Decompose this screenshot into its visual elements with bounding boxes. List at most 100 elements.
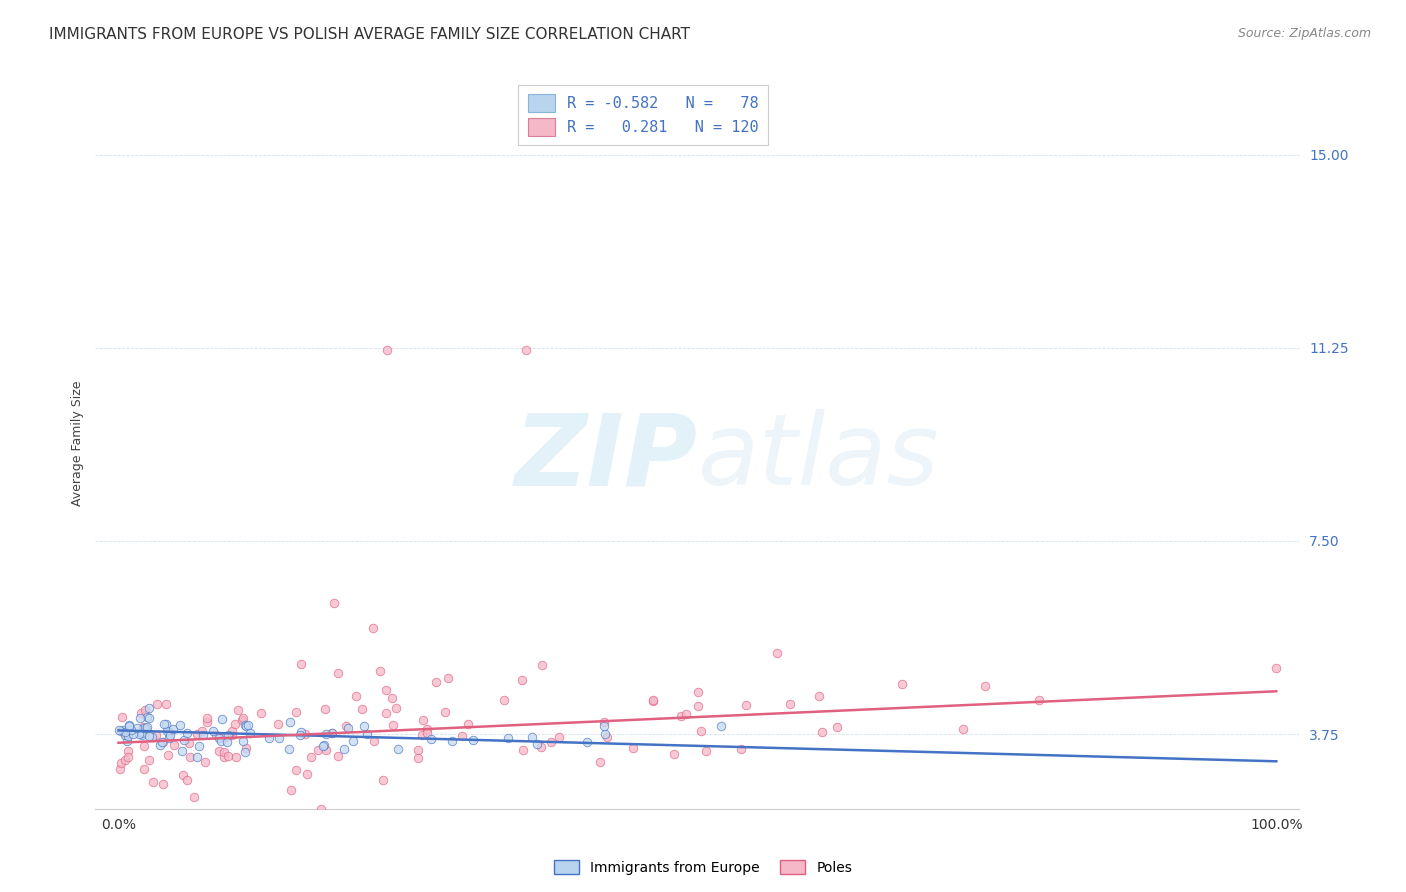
Point	[315, 743, 337, 757]
Point	[952, 722, 974, 736]
Point	[411, 728, 433, 742]
Point	[675, 707, 697, 722]
Point	[232, 711, 254, 725]
Point	[314, 702, 336, 716]
Point	[132, 763, 155, 777]
Y-axis label: Average Family Size: Average Family Size	[72, 380, 84, 506]
Point	[515, 343, 537, 358]
Point	[186, 749, 208, 764]
Point	[891, 677, 914, 691]
Point	[110, 724, 132, 739]
Point	[641, 692, 664, 706]
Point	[228, 703, 250, 717]
Point	[321, 726, 343, 740]
Point	[135, 710, 157, 724]
Point	[157, 731, 180, 746]
Point	[108, 723, 131, 737]
Point	[145, 728, 167, 742]
Point	[125, 721, 148, 735]
Point	[183, 789, 205, 804]
Text: atlas: atlas	[697, 409, 939, 506]
Point	[224, 717, 246, 731]
Point	[152, 735, 174, 749]
Point	[492, 692, 515, 706]
Point	[361, 622, 384, 636]
Point	[294, 727, 316, 741]
Point	[425, 675, 447, 690]
Point	[548, 730, 571, 744]
Point	[146, 697, 169, 711]
Point	[172, 768, 194, 782]
Point	[326, 665, 349, 680]
Point	[238, 718, 260, 732]
Point	[371, 773, 394, 788]
Point	[496, 731, 519, 746]
Point	[285, 763, 308, 777]
Point	[211, 712, 233, 726]
Point	[363, 734, 385, 748]
Point	[309, 802, 332, 816]
Point	[575, 735, 598, 749]
Point	[592, 714, 614, 729]
Point	[337, 721, 360, 735]
Point	[152, 735, 174, 749]
Point	[278, 742, 301, 756]
Point	[128, 711, 150, 725]
Point	[225, 750, 247, 764]
Point	[209, 733, 232, 747]
Point	[621, 741, 644, 756]
Point	[157, 747, 180, 762]
Point	[315, 727, 337, 741]
Point	[155, 717, 177, 731]
Point	[233, 745, 256, 759]
Point	[114, 725, 136, 739]
Point	[710, 719, 733, 733]
Point	[134, 704, 156, 718]
Point	[335, 719, 357, 733]
Point	[810, 725, 832, 739]
Point	[217, 735, 239, 749]
Point	[195, 714, 218, 729]
Point	[169, 718, 191, 732]
Point	[208, 744, 231, 758]
Point	[290, 725, 312, 739]
Point	[766, 646, 789, 660]
Point	[114, 753, 136, 767]
Point	[138, 710, 160, 724]
Point	[132, 720, 155, 734]
Point	[408, 751, 430, 765]
Point	[451, 729, 474, 743]
Point	[512, 743, 534, 757]
Point	[686, 685, 709, 699]
Point	[416, 723, 439, 737]
Point	[779, 697, 801, 711]
Point	[176, 725, 198, 739]
Point	[288, 728, 311, 742]
Point	[221, 728, 243, 742]
Point	[195, 711, 218, 725]
Point	[118, 719, 141, 733]
Point	[433, 705, 456, 719]
Point	[342, 734, 364, 748]
Point	[356, 727, 378, 741]
Point	[295, 767, 318, 781]
Point	[461, 733, 484, 747]
Point	[155, 723, 177, 738]
Point	[163, 738, 186, 752]
Point	[312, 738, 335, 752]
Point	[284, 706, 307, 720]
Point	[118, 718, 141, 732]
Point	[825, 721, 848, 735]
Point	[589, 755, 612, 769]
Point	[735, 698, 758, 712]
Point	[730, 742, 752, 756]
Point	[973, 680, 995, 694]
Point	[592, 719, 614, 733]
Point	[149, 738, 172, 752]
Point	[135, 720, 157, 734]
Point	[157, 725, 180, 739]
Point	[374, 706, 396, 720]
Point	[312, 739, 335, 753]
Point	[259, 731, 281, 746]
Point	[131, 725, 153, 739]
